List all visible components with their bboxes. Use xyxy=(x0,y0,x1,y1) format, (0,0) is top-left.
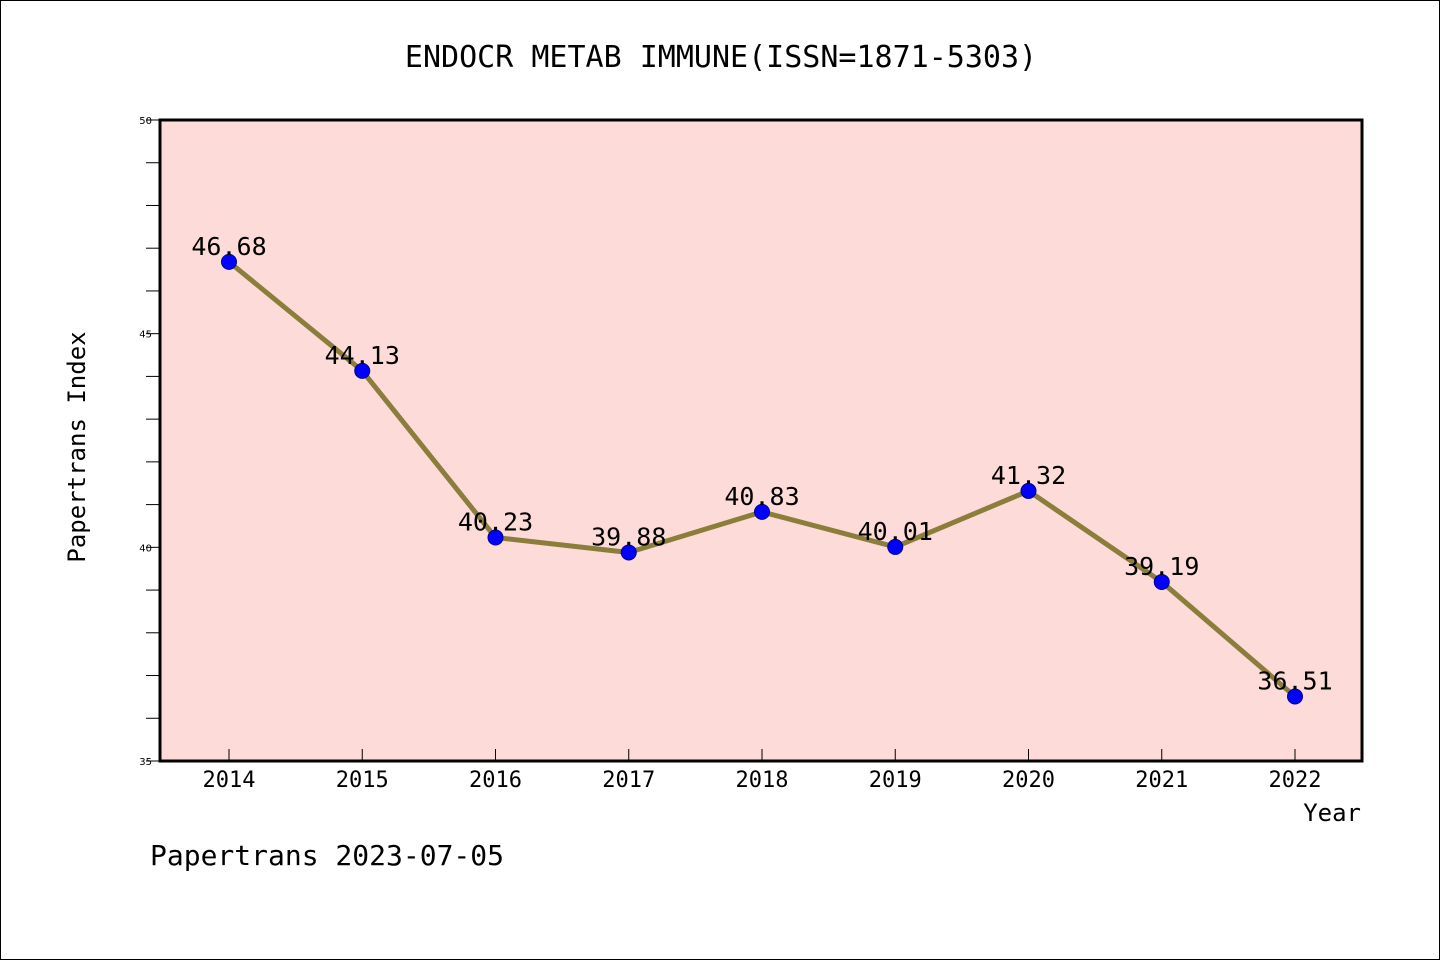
x-tick-label: 2021 xyxy=(1135,768,1188,793)
data-point xyxy=(354,362,371,379)
data-point xyxy=(1287,688,1303,705)
x-tick-label: 2017 xyxy=(602,768,655,793)
y-axis-ticks xyxy=(146,119,160,762)
data-label: 40.01 xyxy=(858,517,933,546)
data-point xyxy=(1153,573,1170,590)
plot-area xyxy=(158,118,1364,763)
x-tick-label: 2016 xyxy=(469,768,522,793)
data-label: 46.68 xyxy=(191,232,266,261)
x-tick-label: 2014 xyxy=(203,768,256,793)
x-tick-label: 2020 xyxy=(1002,768,1055,793)
data-label: 41.32 xyxy=(991,461,1066,490)
data-point xyxy=(620,544,637,561)
data-label: 40.23 xyxy=(458,508,533,537)
data-label: 36.51 xyxy=(1257,666,1332,695)
x-tick-label: 2022 xyxy=(1269,768,1322,793)
y-axis-tick-labels: 35 40 45 50 xyxy=(139,116,152,768)
data-point xyxy=(221,253,237,270)
chart-title: ENDOCR METAB IMMUNE(ISSN=1871-5303) xyxy=(405,40,1037,75)
footer-credit: Papertrans 2023-07-05 xyxy=(150,839,504,872)
x-axis-tick-labels: 2014 2015 2016 2017 2018 2019 2020 2021 2022 xyxy=(203,768,1322,793)
series-papertrans-index xyxy=(221,253,1303,705)
y-tick-label: 40 xyxy=(139,543,152,554)
data-label: 44.13 xyxy=(325,341,400,370)
x-tick-label: 2018 xyxy=(736,768,789,793)
data-point xyxy=(1020,482,1037,499)
data-labels: 46.68 44.13 40.23 39.88 40.83 40.01 41.32 39.19… xyxy=(191,232,1332,696)
y-tick-label: 35 xyxy=(139,757,152,768)
y-tick-label: 45 xyxy=(139,330,152,341)
x-axis-label: Year xyxy=(1303,799,1361,827)
x-axis-ticks xyxy=(228,749,1296,761)
data-label: 39.88 xyxy=(591,522,666,551)
data-point xyxy=(887,538,904,555)
y-tick-label: 50 xyxy=(139,116,152,127)
data-label: 39.19 xyxy=(1124,552,1199,581)
x-tick-label: 2019 xyxy=(869,768,922,793)
x-tick-label: 2015 xyxy=(336,768,389,793)
data-point xyxy=(754,503,770,520)
y-axis-label: Papertrans Index xyxy=(63,331,91,562)
data-point xyxy=(487,529,504,546)
data-label: 40.83 xyxy=(724,482,799,511)
